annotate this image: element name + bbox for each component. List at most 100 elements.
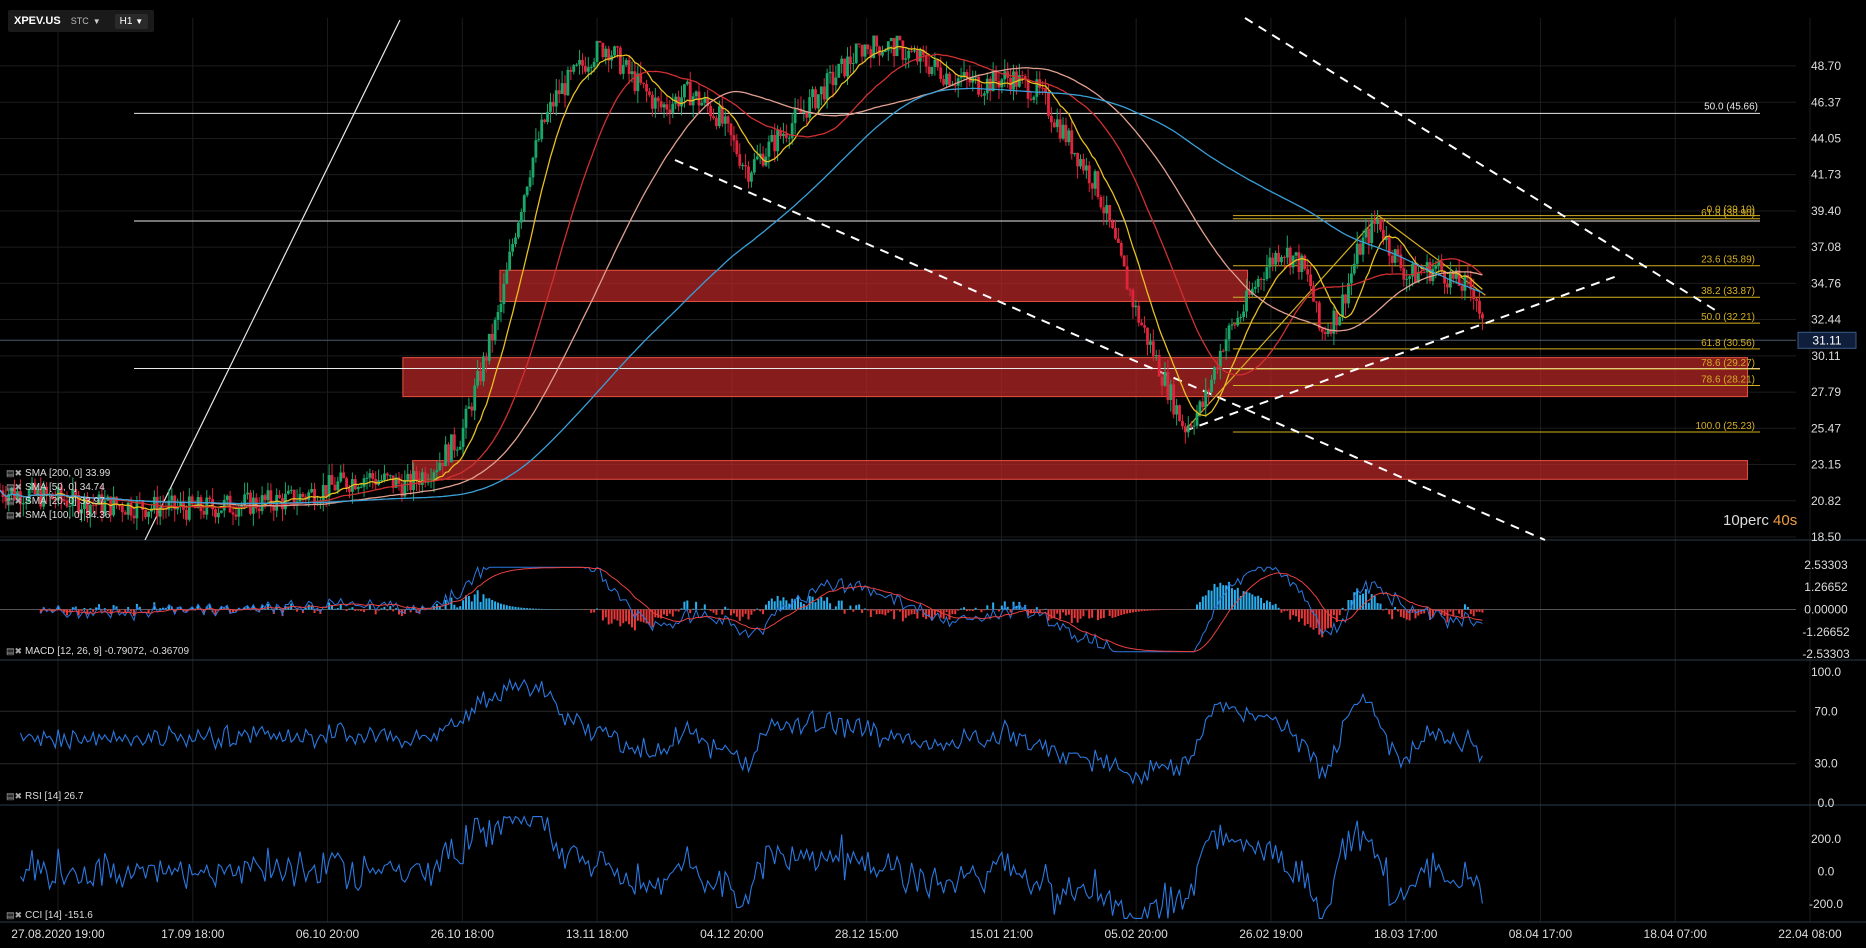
candle-body (621, 64, 625, 74)
macd-bar (159, 608, 162, 610)
macd-bar (1108, 609, 1111, 616)
candle-body (694, 91, 698, 97)
macd-bar (1300, 609, 1303, 619)
candle-body (656, 97, 660, 102)
macd-bar (922, 609, 925, 618)
macd-bar (1283, 609, 1286, 612)
candle-body (65, 500, 69, 507)
macd-bar (467, 596, 470, 610)
legend-macd[interactable]: ▤✖ MACD [12, 26, 9] -0.79072, -0.36709 (6, 646, 189, 657)
macd-bar (1067, 609, 1070, 615)
candle-body (770, 134, 774, 142)
x-tick-label: 18.03 17:00 (1374, 927, 1438, 941)
legend-rsi[interactable]: ▤✖ RSI [14] 26.7 (6, 791, 83, 802)
macd-bar (1079, 609, 1082, 619)
settings-icon[interactable]: ▤✖ (6, 791, 23, 801)
candle-body (1437, 261, 1441, 266)
horizontal-line-label: 50.0 (45.66) (1704, 101, 1758, 112)
macd-bar (849, 605, 852, 610)
legend-sma100[interactable]: ▤✖ SMA [100, 0] 34.36 (6, 510, 110, 521)
candle-body (697, 91, 701, 106)
candle-body (671, 103, 675, 113)
source-label[interactable]: STC (70, 16, 89, 26)
macd-bar (1297, 609, 1300, 622)
candle-body (616, 46, 619, 48)
candle-body (33, 482, 37, 495)
macd-bar (700, 608, 703, 610)
macd-bar (1056, 609, 1059, 614)
settings-icon[interactable]: ▤✖ (6, 496, 23, 506)
candle-body (310, 488, 314, 493)
macd-bar (747, 609, 750, 620)
candle-body (1079, 159, 1082, 167)
macd-bar (1431, 609, 1434, 617)
macd-bar (1239, 595, 1242, 610)
candle-body (476, 370, 480, 386)
candle-body (1277, 252, 1280, 263)
macd-bar (689, 609, 692, 614)
macd-bar (965, 609, 968, 612)
candle-body (438, 462, 442, 471)
macd-bar (1096, 609, 1099, 621)
symbol-label[interactable]: XPEV.US (14, 15, 61, 27)
macd-bar (863, 608, 866, 610)
macd-bar (380, 608, 383, 610)
settings-icon[interactable]: ▤✖ (6, 468, 23, 478)
macd-bar (1129, 609, 1132, 613)
macd-bar (1070, 609, 1073, 624)
candle-body (787, 137, 791, 139)
macd-bar (898, 609, 901, 612)
macd-bar (1137, 609, 1140, 612)
candle-body (1253, 286, 1257, 289)
chevron-down-icon[interactable]: ▼ (135, 16, 144, 26)
candle-body (715, 118, 718, 127)
macd-bar (901, 609, 904, 622)
candle-body (1041, 87, 1045, 89)
legend-sma20[interactable]: ▤✖ SMA [20, 0] 33.97 (6, 496, 105, 507)
candle-body (1073, 152, 1077, 155)
candle-body (1026, 79, 1030, 99)
macd-bar (1469, 609, 1472, 615)
settings-icon[interactable]: ▤✖ (6, 510, 23, 520)
candle-body (97, 494, 101, 505)
candle-body (977, 76, 980, 95)
macd-bar (205, 606, 208, 610)
candle-body (1233, 324, 1237, 326)
macd-bar (1099, 609, 1102, 619)
settings-icon[interactable]: ▤✖ (6, 910, 23, 920)
candle-body (959, 77, 963, 79)
macd-bar (645, 609, 648, 624)
macd-bar (63, 609, 66, 613)
candle-body (875, 35, 879, 47)
macd-bar (1472, 609, 1475, 617)
legend-sma200[interactable]: ▤✖ SMA [200, 0] 33.99 (6, 468, 110, 479)
rsi-tick-label: 100.0 (1811, 665, 1841, 679)
settings-icon[interactable]: ▤✖ (6, 482, 23, 492)
candle-body (677, 96, 680, 107)
candle-body (1061, 124, 1065, 139)
macd-bar (383, 606, 386, 610)
candle-body (450, 434, 453, 463)
candle-body (1280, 256, 1283, 263)
macd-bar (424, 609, 427, 611)
candle-body (118, 505, 121, 507)
macd-bar (1306, 609, 1309, 624)
timeframe-selector[interactable]: H1 ▼ (114, 13, 149, 29)
candle-body (423, 472, 427, 483)
x-tick-label: 15.01 21:00 (970, 927, 1034, 941)
candle-body (219, 510, 223, 513)
legend-sma50[interactable]: ▤✖ SMA [50, 0] 34.74 (6, 482, 105, 493)
macd-bar (657, 609, 660, 618)
legend-cci[interactable]: ▤✖ CCI [14] -151.6 (6, 910, 93, 921)
macd-bar (1376, 602, 1379, 610)
candle-body (1181, 420, 1184, 427)
macd-bar (231, 609, 234, 613)
settings-icon[interactable]: ▤✖ (6, 646, 23, 656)
candle-body (62, 499, 66, 501)
chevron-down-icon[interactable]: ▼ (92, 16, 101, 26)
macd-bar (665, 609, 668, 617)
macd-bar (930, 609, 933, 621)
legend-value: 33.97 (79, 496, 105, 507)
candle-body (828, 71, 832, 74)
